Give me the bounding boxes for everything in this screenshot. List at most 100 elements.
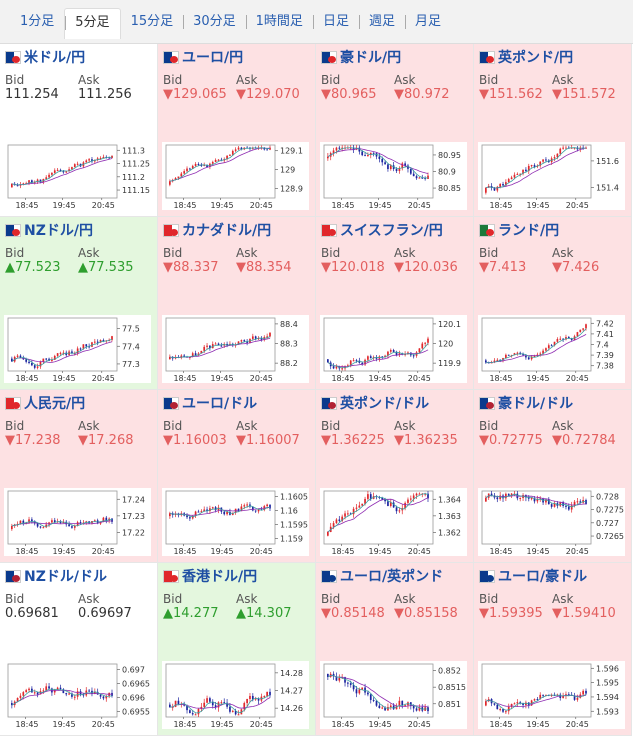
candle-body <box>361 503 364 506</box>
pair-name[interactable]: 人民元/円 <box>24 396 86 412</box>
tab-6[interactable]: 週足 <box>358 8 405 36</box>
y-tick-label: 151.6 <box>596 157 619 166</box>
mini-chart[interactable]: 80.95 80.9 80.85 18:45 19:45 20:45 <box>320 142 467 210</box>
pair-card[interactable]: ユーロ/英ポンド Bid Ask ▼0.85148 ▼0.85158 0.852 0.851… <box>316 563 474 736</box>
x-tick-label: 20:45 <box>92 201 115 210</box>
candle-body <box>254 336 257 339</box>
candle-body <box>234 149 237 151</box>
pair-name[interactable]: ユーロ/ドル <box>182 396 258 412</box>
candle-body <box>93 691 96 694</box>
candle-body <box>418 177 421 179</box>
candle-body <box>493 360 496 363</box>
tab-7[interactable]: 月足 <box>404 8 451 36</box>
candle-body <box>533 699 536 701</box>
candle-body <box>251 506 254 511</box>
candle-body <box>412 355 415 357</box>
pair-name[interactable]: 英ポンド/円 <box>498 50 574 66</box>
pair-name[interactable]: ランド/円 <box>498 223 560 239</box>
x-tick-label: 19:45 <box>527 374 550 383</box>
pair-name[interactable]: カナダドル/円 <box>182 223 272 239</box>
mini-chart[interactable]: 7.42 7.41 7.4 7.39 7.38 18:45 19:45 20:45 <box>478 315 625 383</box>
pair-name[interactable]: 英ポンド/ドル <box>340 396 430 412</box>
candle-body <box>31 180 33 183</box>
candle-body <box>539 694 542 700</box>
candle-body <box>246 341 248 343</box>
mini-chart[interactable]: 17.24 17.23 17.22 18:45 19:45 20:45 <box>4 488 151 556</box>
mini-chart[interactable]: 120.1 120 119.9 18:45 19:45 20:45 <box>320 315 467 383</box>
candle-body <box>28 180 30 184</box>
candle-body <box>507 179 510 183</box>
pair-card[interactable]: NZドル/円 Bid Ask ▲77.523 ▲77.535 77.5 77.4 77.3 18… <box>0 217 158 390</box>
bid-price: 111.254 <box>5 87 59 102</box>
flag-icon <box>479 569 495 583</box>
candle-body <box>169 513 171 517</box>
pair-card[interactable]: スイスフラン/円 Bid Ask ▼120.018 ▼120.036 120.1 120 11… <box>316 217 474 390</box>
candle-body <box>387 351 389 356</box>
pair-name[interactable]: ユーロ/豪ドル <box>498 569 588 585</box>
pair-card[interactable]: ユーロ/豪ドル Bid Ask ▼1.59395 ▼1.59410 1.596 1.595 1… <box>474 563 632 736</box>
pair-name[interactable]: NZドル/円 <box>24 223 93 239</box>
candle-body <box>355 507 358 509</box>
candle-body <box>389 502 392 506</box>
candle-body <box>392 350 395 352</box>
mini-chart[interactable]: 129.1 129 128.9 18:45 19:45 20:45 <box>162 142 309 210</box>
candle-body <box>231 512 234 515</box>
pair-card[interactable]: NZドル/ドル Bid Ask 0.69681 0.69697 0.697 0.6965 0.… <box>0 563 158 736</box>
pair-card[interactable]: 豪ドル/円 Bid Ask ▼80.965 ▼80.972 80.95 80.9 80.85 1… <box>316 44 474 217</box>
tab-4[interactable]: 1時間足 <box>245 8 313 36</box>
candle-body <box>550 504 553 507</box>
mini-chart[interactable]: 0.728 0.7275 0.727 0.7265 18:45 19:45 20:45 <box>478 488 625 556</box>
mini-chart[interactable]: 77.5 77.4 77.3 18:45 19:45 20:45 <box>4 315 151 383</box>
pair-card[interactable]: ユーロ/ドル Bid Ask ▼1.16003 ▼1.16007 1.1605 1.16 1.… <box>158 390 316 563</box>
pair-name[interactable]: スイスフラン/円 <box>340 223 443 239</box>
candle-body <box>266 149 268 151</box>
tab-5[interactable]: 日足 <box>312 8 359 36</box>
pair-card[interactable]: カナダドル/円 Bid Ask ▼88.337 ▼88.354 88.4 88.3 88.2 1… <box>158 217 316 390</box>
tab-3[interactable]: 30分足 <box>183 8 246 36</box>
y-tick-label: 80.85 <box>438 184 461 193</box>
pair-name[interactable]: 豪ドル/円 <box>340 50 402 66</box>
pair-name[interactable]: 豪ドル/ドル <box>498 396 574 412</box>
candle-body <box>189 168 191 170</box>
tab-1[interactable]: 5分足 <box>64 8 121 39</box>
mini-chart[interactable]: 1.1605 1.16 1.1595 1.159 18:45 19:45 20:45 <box>162 488 309 556</box>
moving-average-line <box>327 349 429 368</box>
bid-price: ▼129.065 <box>163 87 227 102</box>
x-tick-label: 18:45 <box>15 374 38 383</box>
candle-body <box>556 339 559 342</box>
y-tick-label: 1.159 <box>280 534 303 543</box>
candle-body <box>99 158 102 160</box>
pair-name[interactable]: ユーロ/英ポンド <box>340 569 444 585</box>
mini-chart[interactable]: 14.28 14.27 14.26 18:45 19:45 20:45 <box>162 661 309 729</box>
mini-chart[interactable]: 151.6 151.4 18:45 19:45 20:45 <box>478 142 625 210</box>
pair-card[interactable]: 米ドル/円 Bid Ask 111.254 111.256 111.3 111.25 111.… <box>0 44 158 217</box>
candle-body <box>542 694 544 696</box>
pair-card[interactable]: 英ポンド/円 Bid Ask ▼151.562 ▼151.572 151.6 151.4 18… <box>474 44 632 217</box>
pair-name[interactable]: 米ドル/円 <box>24 50 86 66</box>
candle-body <box>59 521 62 524</box>
ask-price: ▲77.535 <box>78 260 134 275</box>
pair-name[interactable]: 香港ドル/円 <box>182 569 258 585</box>
mini-chart[interactable]: 1.364 1.363 1.362 18:45 19:45 20:45 <box>320 488 467 556</box>
ask-price: ▼120.036 <box>394 260 458 275</box>
mini-chart[interactable]: 1.596 1.595 1.594 1.593 18:45 19:45 20:45 <box>478 661 625 729</box>
pair-card[interactable]: ランド/円 Bid Ask ▼7.413 ▼7.426 7.42 7.41 7.4 7.39 7.… <box>474 217 632 390</box>
tab-2[interactable]: 15分足 <box>130 13 174 29</box>
pair-name[interactable]: NZドル/ドル <box>24 569 107 585</box>
mini-chart[interactable]: 88.4 88.3 88.2 18:45 19:45 20:45 <box>162 315 309 383</box>
pair-title: スイスフラン/円 <box>321 221 467 239</box>
y-tick-label: 1.595 <box>596 679 619 688</box>
pair-name[interactable]: ユーロ/円 <box>182 50 244 66</box>
pair-card[interactable]: 英ポンド/ドル Bid Ask ▼1.36225 ▼1.36235 1.364 1.363 1… <box>316 390 474 563</box>
mini-chart[interactable]: 0.697 0.6965 0.696 0.6955 18:45 19:45 20:45 <box>4 661 151 729</box>
mini-chart[interactable]: 0.852 0.8515 0.851 18:45 19:45 20:45 <box>320 661 467 729</box>
pair-card[interactable]: ユーロ/円 Bid Ask ▼129.065 ▼129.070 129.1 129 128.9… <box>158 44 316 217</box>
candle-body <box>527 357 530 360</box>
tab-0[interactable]: 1分足 <box>20 13 55 29</box>
mini-chart[interactable]: 111.3 111.25 111.2 111.15 18:45 19:45 20:45 <box>4 142 151 210</box>
candle-body <box>344 677 346 683</box>
pair-card[interactable]: 香港ドル/円 Bid Ask ▲14.277 ▲14.307 14.28 14.27 14.2… <box>158 563 316 736</box>
pair-card[interactable]: 豪ドル/ドル Bid Ask ▼0.72775 ▼0.72784 0.728 0.7275 0… <box>474 390 632 563</box>
pair-card[interactable]: 人民元/円 Bid Ask ▼17.238 ▼17.268 17.24 17.23 17.22… <box>0 390 158 563</box>
ask-price: ▼0.85158 <box>394 606 458 621</box>
